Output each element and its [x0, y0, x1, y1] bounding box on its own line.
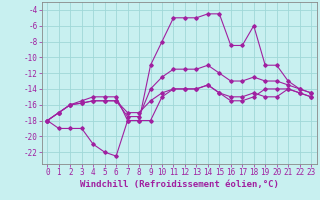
X-axis label: Windchill (Refroidissement éolien,°C): Windchill (Refroidissement éolien,°C): [80, 180, 279, 189]
